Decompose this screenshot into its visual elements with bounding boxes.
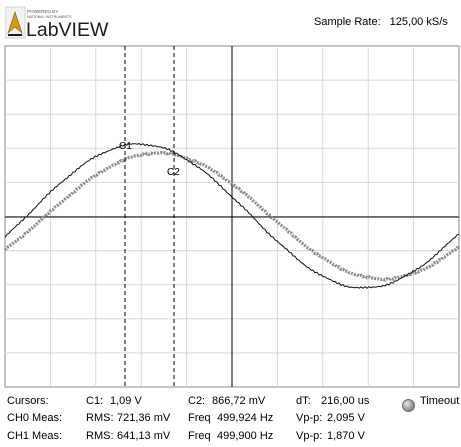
- ch0-meas-row: CH0 Meas: RMS: 721,36 mV Freq 499,924 Hz…: [0, 412, 461, 430]
- timeout-label: Timeout: [420, 395, 460, 407]
- ch0-rms-value: 721,36 mV: [117, 412, 171, 424]
- waveform-graph[interactable]: C1 C2: [0, 44, 461, 390]
- logo-labview-text: LabVIEW: [26, 19, 109, 40]
- cursor-c1-label: C1: [119, 141, 132, 152]
- ch0-freq-value: 499,924 Hz: [217, 412, 274, 424]
- ch1-rms-label: RMS:: [86, 430, 114, 442]
- sample-rate-label: Sample Rate:: [314, 16, 381, 28]
- ch1-meas-row: CH1 Meas: RMS: 641,13 mV Freq 499,900 Hz…: [0, 430, 461, 447]
- c2-label: C2:: [188, 395, 206, 407]
- ch0-rms-label: RMS:: [86, 412, 114, 424]
- sample-rate-display: Sample Rate: 125,00 kS/s: [314, 16, 448, 28]
- cursors-row: Cursors: C1: 1,09 V C2: 866,72 mV dT: 21…: [0, 395, 461, 413]
- ch0-freq-label: Freq: [188, 412, 211, 424]
- header: POWERED BY NATIONAL INSTRUMENTS LabVIEW …: [0, 0, 461, 44]
- ch0-vpp-value: 2,095 V: [327, 412, 365, 424]
- dt-value: 216,00 us: [321, 395, 370, 407]
- ch1-vpp-label: Vp-p:: [296, 430, 323, 442]
- c1-value: 1,09 V: [110, 395, 142, 407]
- ch1-freq-value: 499,900 Hz: [217, 430, 274, 442]
- ch1-meas-label: CH1 Meas:: [7, 430, 63, 442]
- ch0-vpp-label: Vp-p:: [296, 412, 323, 424]
- ch0-meas-label: CH0 Meas:: [7, 412, 63, 424]
- ch1-vpp-value: 1,870 V: [327, 430, 365, 442]
- cursors-label: Cursors:: [7, 395, 49, 407]
- ch1-rms-value: 641,13 mV: [117, 430, 171, 442]
- c2-value: 866,72 mV: [212, 395, 266, 407]
- cursor-c2-label: C2: [167, 167, 180, 178]
- dt-label: dT:: [296, 395, 311, 407]
- sample-rate-value: 125,00 kS/s: [389, 16, 448, 28]
- logo-powered-by: POWERED BY: [27, 9, 58, 14]
- led-indicator-icon[interactable]: [402, 399, 415, 412]
- trace-ch1: [3, 150, 460, 282]
- c1-label: C1:: [86, 395, 104, 407]
- labview-logo: POWERED BY NATIONAL INSTRUMENTS LabVIEW: [5, 6, 109, 40]
- measurement-readouts: Cursors: C1: 1,09 V C2: 866,72 mV dT: 21…: [0, 392, 461, 447]
- trace-ch0: [4, 142, 460, 289]
- ch1-freq-label: Freq: [188, 430, 211, 442]
- logo-national-instruments: NATIONAL INSTRUMENTS: [27, 15, 72, 19]
